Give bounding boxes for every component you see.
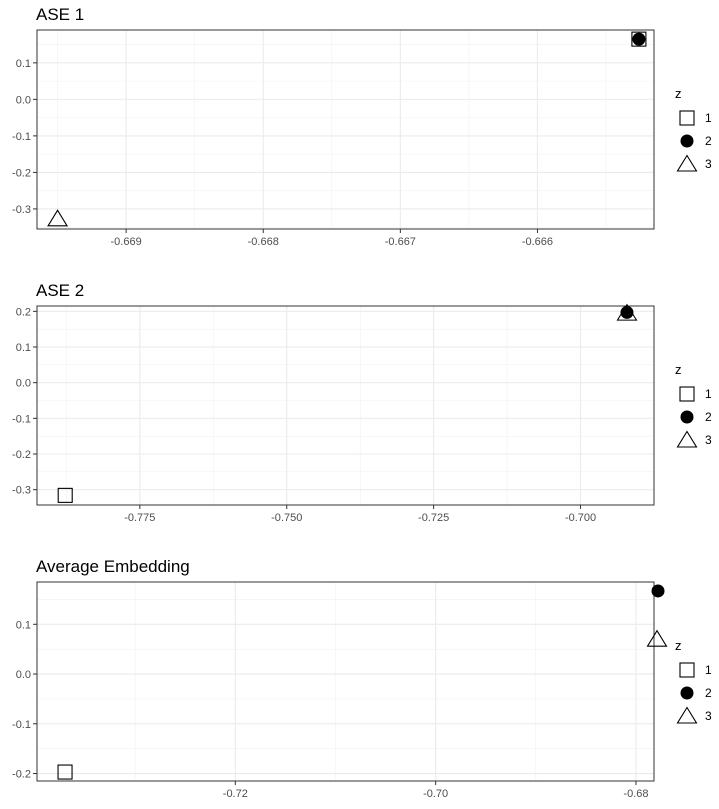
legend-label: 2 <box>705 686 712 700</box>
x-tick-label: -0.750 <box>271 512 302 524</box>
y-tick-label: -0.3 <box>12 204 31 216</box>
chart-title: ASE 1 <box>36 5 84 24</box>
legend-label: 2 <box>705 410 712 424</box>
legend: z 1 2 3 <box>675 86 712 172</box>
y-tick-label: 0.0 <box>16 94 31 106</box>
legend-label: 3 <box>705 433 712 447</box>
y-tick-label: -0.1 <box>12 131 31 143</box>
legend-title: z <box>675 86 682 101</box>
data-point-z3 <box>47 209 69 227</box>
x-tick-label: -0.667 <box>385 236 416 248</box>
data-point-z1 <box>57 764 73 780</box>
y-tick-label: -0.2 <box>12 449 31 461</box>
legend-label: 1 <box>705 663 712 677</box>
chart-title: ASE 2 <box>36 281 84 300</box>
y-tick-label: -0.1 <box>12 719 31 731</box>
y-tick-label: 0.2 <box>16 306 31 318</box>
legend-key-3 <box>676 706 698 724</box>
legend: z 1 2 3 <box>675 638 712 724</box>
legend-label: 2 <box>705 134 712 148</box>
y-tick-label: -0.2 <box>12 769 31 781</box>
legend-title: z <box>675 362 682 377</box>
legend: z 1 2 3 <box>675 362 712 448</box>
legend-key-2 <box>680 410 694 424</box>
legend-key-3 <box>676 430 698 448</box>
legend-title: z <box>675 638 682 653</box>
y-tick-label: 0.1 <box>16 58 31 70</box>
legend-key-2 <box>680 686 694 700</box>
plot-panel-border <box>36 29 655 230</box>
x-tick-label: -0.70 <box>423 788 448 800</box>
chart-panel-3: Average Embedding -0.72 -0.70 -0.68 0.1 0.0 -0… <box>12 557 712 800</box>
plot-panel-border <box>36 581 655 782</box>
chart-panel-2: ASE 2 -0.775 -0.750 -0.725 -0.700 0.2 0.1 0.0 -0… <box>12 281 712 524</box>
y-tick-label: -0.2 <box>12 167 31 179</box>
x-tick-label: -0.668 <box>248 236 279 248</box>
chart-title: Average Embedding <box>36 557 190 576</box>
legend-label: 1 <box>705 111 712 125</box>
legend-key-2 <box>680 134 694 148</box>
y-tick-label: -0.1 <box>12 413 31 425</box>
x-tick-label: -0.775 <box>124 512 155 524</box>
x-tick-label: -0.666 <box>522 236 553 248</box>
legend-key-3 <box>676 154 698 172</box>
y-tick-label: 0.0 <box>16 378 31 390</box>
legend-label: 3 <box>705 709 712 723</box>
x-tick-label: -0.725 <box>418 512 449 524</box>
y-tick-label: 0.1 <box>16 619 31 631</box>
y-tick-label: 0.1 <box>16 342 31 354</box>
legend-label: 1 <box>705 387 712 401</box>
x-tick-label: -0.68 <box>623 788 648 800</box>
x-tick-label: -0.669 <box>111 236 142 248</box>
x-tick-label: -0.72 <box>223 788 248 800</box>
x-tick-label: -0.700 <box>565 512 596 524</box>
legend-key-1 <box>679 662 695 678</box>
data-point-z2 <box>632 32 646 46</box>
data-point-z2 <box>651 584 665 598</box>
chart-panel-1: ASE 1 -0.669 -0.668 -0.667 -0.666 0.1 0.0 -0.1 -… <box>12 5 712 248</box>
plot-panel-border <box>36 305 655 506</box>
y-tick-label: 0.0 <box>16 669 31 681</box>
data-point-z1 <box>57 487 73 503</box>
legend-key-1 <box>679 386 695 402</box>
y-tick-label: -0.3 <box>12 485 31 497</box>
data-point-z3 <box>616 303 638 321</box>
legend-key-1 <box>679 110 695 126</box>
legend-label: 3 <box>705 157 712 171</box>
data-point-z1 <box>631 31 647 47</box>
data-point-z3 <box>646 629 668 647</box>
